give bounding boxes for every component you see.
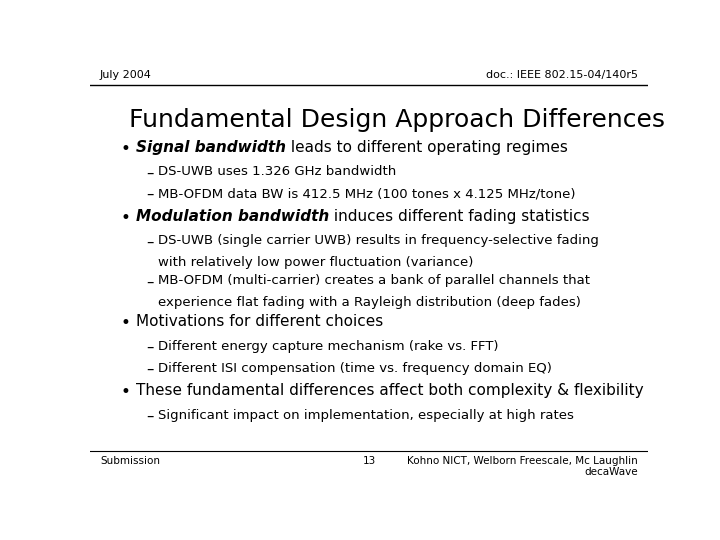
Text: –: – [145, 165, 153, 180]
Text: leads to different operating regimes: leads to different operating regimes [286, 140, 567, 154]
Text: •: • [121, 314, 130, 332]
Text: doc.: IEEE 802.15-04/140r5: doc.: IEEE 802.15-04/140r5 [486, 70, 638, 80]
Text: Motivations for different choices: Motivations for different choices [136, 314, 383, 329]
Text: –: – [145, 340, 153, 355]
Text: –: – [145, 362, 153, 377]
Text: Different ISI compensation (time vs. frequency domain EQ): Different ISI compensation (time vs. fre… [158, 362, 552, 375]
Text: –: – [145, 187, 153, 202]
Text: with relatively low power fluctuation (variance): with relatively low power fluctuation (v… [158, 256, 474, 269]
Text: DS-UWB uses 1.326 GHz bandwidth: DS-UWB uses 1.326 GHz bandwidth [158, 165, 396, 178]
Text: Kohno NICT, Welborn Freescale, Mc Laughlin
decaWave: Kohno NICT, Welborn Freescale, Mc Laughl… [408, 456, 638, 477]
Text: These fundamental differences affect both complexity & flexibility: These fundamental differences affect bot… [136, 383, 644, 399]
Text: Significant impact on implementation, especially at high rates: Significant impact on implementation, es… [158, 409, 574, 422]
Text: •: • [121, 140, 130, 158]
Text: –: – [145, 409, 153, 424]
Text: •: • [121, 383, 130, 401]
Text: –: – [145, 234, 153, 249]
Text: Modulation bandwidth: Modulation bandwidth [136, 208, 329, 224]
Text: July 2004: July 2004 [100, 70, 152, 80]
Text: MB-OFDM data BW is 412.5 MHz (100 tones x 4.125 MHz/tone): MB-OFDM data BW is 412.5 MHz (100 tones … [158, 187, 575, 200]
Text: Fundamental Design Approach Differences: Fundamental Design Approach Differences [129, 109, 665, 132]
Text: Submission: Submission [100, 456, 160, 465]
Text: Different energy capture mechanism (rake vs. FFT): Different energy capture mechanism (rake… [158, 340, 498, 353]
Text: –: – [145, 274, 153, 289]
Text: Signal bandwidth: Signal bandwidth [136, 140, 286, 154]
Text: experience flat fading with a Rayleigh distribution (deep fades): experience flat fading with a Rayleigh d… [158, 296, 581, 309]
Text: induces different fading statistics: induces different fading statistics [329, 208, 590, 224]
Text: 13: 13 [362, 456, 376, 465]
Text: MB-OFDM (multi-carrier) creates a bank of parallel channels that: MB-OFDM (multi-carrier) creates a bank o… [158, 274, 590, 287]
Text: DS-UWB (single carrier UWB) results in frequency-selective fading: DS-UWB (single carrier UWB) results in f… [158, 234, 599, 247]
Text: •: • [121, 208, 130, 227]
